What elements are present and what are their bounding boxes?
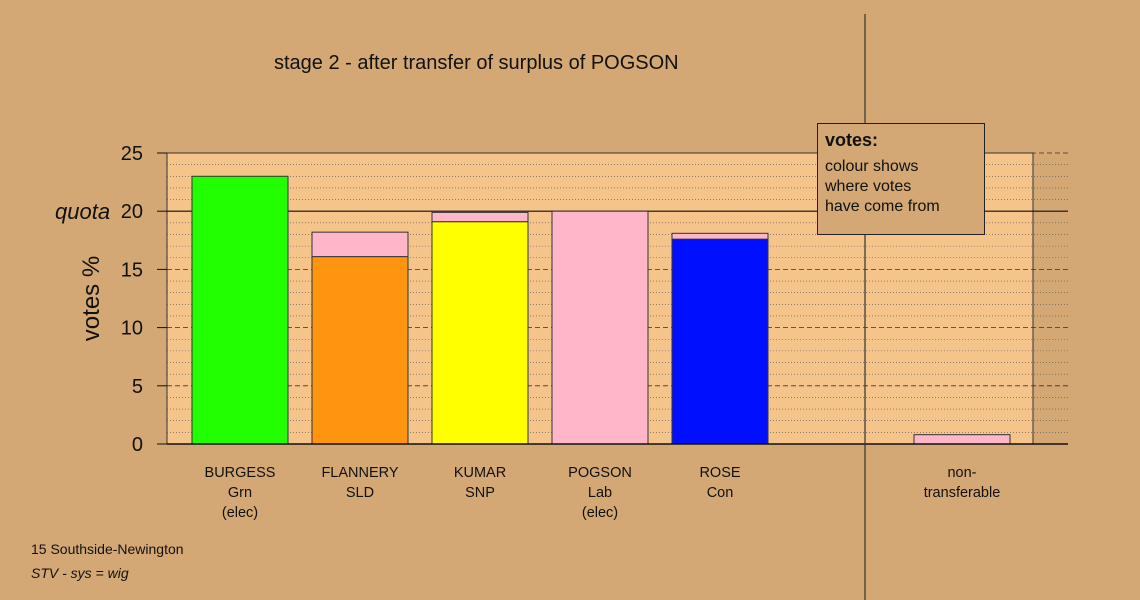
bar-flannery-segment-1 xyxy=(311,256,409,445)
bar-flannery-label-line-3 xyxy=(300,503,420,523)
bar-flannery-segment-2 xyxy=(311,231,409,258)
bar-kumar-label: KUMAR SNP xyxy=(420,463,540,523)
votes-legend-title: votes: xyxy=(825,130,879,150)
y-tick-label: 5 xyxy=(132,376,143,398)
y-tick-label: 20 xyxy=(121,201,143,223)
bar-kumar-label-line-1: KUMAR xyxy=(453,465,507,481)
bar-flannery-label-line-2: SLD xyxy=(345,485,375,501)
system-label: STV - sys = wig xyxy=(31,565,129,581)
votes-legend-line-3: have come from xyxy=(825,198,940,215)
constituency-label: 15 Southside-Newington xyxy=(31,541,184,557)
bar-burgess-label-line-1: BURGESS xyxy=(204,465,276,481)
bar-nontransferable-label-line-1: non- xyxy=(947,465,977,481)
bar-kumar-segment-1 xyxy=(431,221,529,445)
quota-label: quota xyxy=(55,199,110,224)
votes-legend-box: votes: colour shows where votes have com… xyxy=(817,123,985,235)
bar-pogson-segment-1 xyxy=(551,210,649,445)
bar-burgess-segment-1 xyxy=(191,175,289,445)
bar-pogson-label-line-1: POGSON xyxy=(568,465,632,481)
chart-title: stage 2 - after transfer of surplus of P… xyxy=(274,52,679,74)
bar-burgess-label: BURGESS Grn (elec) xyxy=(180,463,300,523)
bar-rose-label-line-3 xyxy=(660,503,780,523)
bar-kumar-segment-2 xyxy=(431,211,529,223)
bar-flannery-label-line-1: FLANNERY xyxy=(321,465,399,481)
bar-rose-label-line-1: ROSE xyxy=(699,465,741,481)
bar-rose-segment-1 xyxy=(671,238,769,445)
bar-burgess-label-line-3: (elec) xyxy=(221,505,259,521)
bar-nontransferable-label-line-2: transferable xyxy=(923,485,1001,501)
bar-pogson-label: POGSON Lab (elec) xyxy=(540,463,660,523)
bar-nontransferable-segment-1 xyxy=(913,434,1011,445)
bar-rose-label: ROSE Con xyxy=(660,463,780,523)
y-tick-label: 15 xyxy=(121,259,143,281)
y-tick-label: 25 xyxy=(121,143,143,165)
y-tick-label: 0 xyxy=(132,434,143,456)
bar-flannery-label: FLANNERY SLD xyxy=(300,463,420,523)
votes-legend-line-2: where votes xyxy=(825,178,912,195)
bar-pogson-label-line-2: Lab xyxy=(587,485,613,501)
bar-burgess-label-line-2: Grn xyxy=(227,485,253,501)
bar-kumar-label-line-2: SNP xyxy=(465,485,495,501)
votes-legend-line-1: colour shows xyxy=(825,158,919,175)
y-axis-label: votes % xyxy=(78,256,105,341)
y-tick-label: 10 xyxy=(121,318,143,340)
bar-rose-segment-2 xyxy=(671,232,769,240)
bar-kumar-label-line-3 xyxy=(420,503,540,523)
bar-rose-label-line-2: Con xyxy=(706,485,734,501)
bar-pogson-label-line-3: (elec) xyxy=(581,505,619,521)
bar-nontransferable-label: non-transferable xyxy=(902,463,1022,503)
